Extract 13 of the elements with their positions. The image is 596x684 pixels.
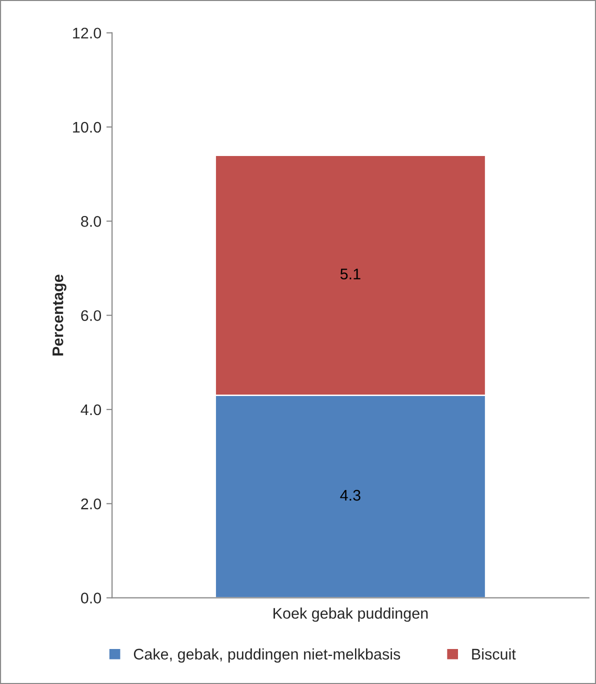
y-tick-label: 12.0 bbox=[73, 28, 102, 39]
x-tick-label: Koek gebak puddingen bbox=[274, 608, 428, 622]
data-label: 4.3 bbox=[340, 490, 360, 501]
y-axis-title: Percentage bbox=[52, 274, 66, 356]
y-tick-label: 8.0 bbox=[81, 216, 102, 227]
y-tick-label: 4.0 bbox=[80, 404, 102, 416]
y-tick-label: 0.0 bbox=[80, 592, 102, 604]
data-label: 5.1 bbox=[340, 268, 360, 280]
y-tick-label: 6.0 bbox=[81, 310, 102, 322]
legend-label: Cake, gebak, puddingen niet-melkbasis bbox=[134, 648, 400, 663]
y-tick-label: 10.0 bbox=[73, 122, 102, 133]
legend-label: Biscuit bbox=[472, 648, 516, 660]
y-tick-label: 2.0 bbox=[81, 498, 102, 510]
